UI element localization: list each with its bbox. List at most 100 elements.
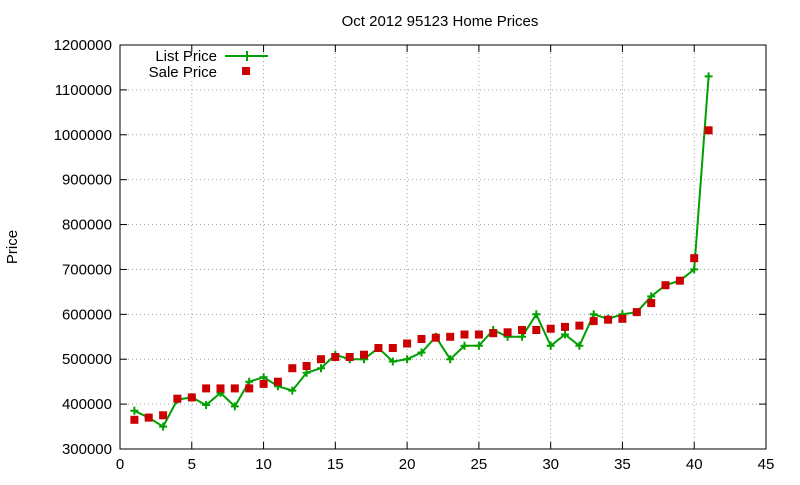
data-point-square — [302, 362, 311, 370]
y-tick-label: 400000 — [62, 396, 112, 413]
y-tick-label: 600000 — [62, 306, 112, 323]
data-point-square — [546, 324, 555, 333]
data-point-square — [159, 411, 168, 420]
x-tick-label: 15 — [327, 456, 344, 473]
data-point-plus — [302, 368, 311, 377]
x-tick-label: 0 — [116, 456, 124, 473]
data-point-square — [604, 315, 613, 324]
axis-ticks: 300000 400000 500000 600000 700000 800000 9000… — [54, 37, 775, 473]
data-point-plus — [474, 341, 483, 350]
data-point-square — [532, 326, 541, 334]
x-tick-label: 10 — [255, 456, 272, 473]
data-point-plus — [245, 377, 254, 386]
data-point-plus — [446, 355, 455, 364]
data-point-plus — [259, 373, 268, 382]
y-tick-label: 1000000 — [54, 127, 112, 144]
data-point-square — [632, 308, 641, 317]
plot-frame — [119, 44, 767, 450]
y-tick-label: 300000 — [62, 441, 112, 458]
data-point-plus — [288, 386, 297, 395]
series-layer — [130, 72, 713, 431]
data-point-square — [245, 384, 254, 393]
data-point-square — [618, 314, 627, 323]
data-point-square — [331, 353, 340, 361]
data-point-plus — [690, 265, 699, 274]
legend: List Price Sale Price — [149, 48, 268, 81]
x-tick-label: 30 — [542, 456, 559, 473]
y-tick-label: 800000 — [62, 217, 112, 234]
y-tick-label: 900000 — [62, 172, 112, 189]
data-point-square — [661, 281, 670, 290]
data-point-plus — [532, 310, 541, 319]
y-tick-label: 700000 — [62, 261, 112, 278]
data-point-plus — [575, 341, 584, 350]
data-point-square — [216, 384, 225, 393]
data-point-plus — [230, 402, 239, 411]
data-point-plus — [388, 357, 397, 366]
data-point-plus — [159, 422, 168, 431]
legend-marker-list-price — [242, 51, 252, 61]
data-point-square — [575, 321, 584, 330]
data-point-square — [144, 413, 153, 422]
y-tick-label: 1100000 — [55, 82, 112, 99]
data-point-plus — [704, 72, 713, 81]
data-point-plus — [546, 341, 555, 350]
data-point-square — [403, 339, 412, 348]
data-point-square — [345, 353, 354, 361]
data-point-square — [288, 364, 297, 373]
legend-label-list-price: List Price — [155, 48, 217, 65]
data-point-square — [518, 326, 526, 334]
x-tick-label: 40 — [686, 456, 703, 473]
data-point-square — [704, 126, 713, 135]
x-tick-label: 25 — [471, 456, 488, 473]
data-point-square — [130, 415, 139, 424]
data-point-square — [460, 330, 469, 339]
data-point-square — [417, 335, 426, 343]
x-tick-label: 5 — [188, 456, 196, 473]
data-point-square — [489, 329, 498, 338]
data-point-plus — [518, 332, 526, 341]
data-point-plus — [130, 406, 139, 415]
data-point-square — [317, 355, 325, 364]
data-point-square — [690, 254, 699, 263]
data-point-plus — [317, 364, 325, 373]
y-axis-label: Price — [4, 230, 21, 264]
data-point-square — [202, 384, 211, 393]
data-point-square — [589, 317, 598, 326]
y-tick-label: 1200000 — [54, 37, 112, 54]
data-point-square — [173, 394, 182, 403]
data-point-square — [388, 344, 397, 352]
data-point-square — [360, 350, 368, 359]
legend-marker-sale-price — [242, 67, 250, 75]
data-point-square — [474, 330, 483, 339]
x-tick-label: 45 — [758, 456, 775, 473]
data-point-square — [561, 322, 569, 331]
data-point-square — [230, 384, 239, 393]
data-point-plus — [561, 330, 569, 339]
series-sale-price — [130, 126, 713, 424]
data-point-square — [503, 328, 512, 337]
series-line — [133, 76, 710, 429]
data-point-plus — [403, 355, 412, 364]
legend-label-sale-price: Sale Price — [149, 64, 217, 81]
series-list-price — [130, 72, 713, 431]
data-point-square — [374, 344, 383, 352]
data-point-plus — [417, 348, 426, 357]
data-point-square — [446, 332, 455, 341]
data-point-square — [647, 299, 656, 308]
data-point-square — [273, 377, 282, 386]
data-point-square — [259, 379, 268, 388]
y-tick-label: 500000 — [62, 351, 112, 368]
x-tick-label: 35 — [614, 456, 631, 473]
x-tick-label: 20 — [399, 456, 416, 473]
data-point-square — [431, 333, 440, 342]
data-point-plus — [647, 292, 656, 301]
data-point-plus — [460, 341, 469, 350]
data-point-square — [187, 393, 196, 402]
chart-title: Oct 2012 95123 Home Prices — [342, 13, 539, 30]
data-point-plus — [202, 401, 211, 409]
data-point-square — [675, 276, 684, 285]
data-point-plus — [589, 310, 598, 319]
